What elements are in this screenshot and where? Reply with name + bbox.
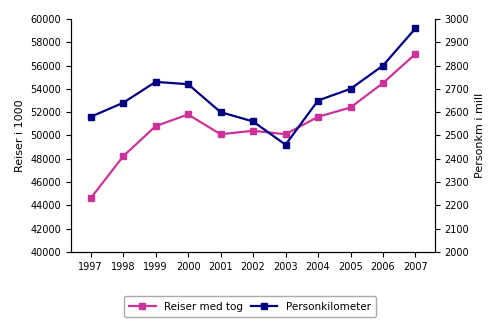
Personkilometer xyxy=(282,143,288,147)
Line: Personkilometer: Personkilometer xyxy=(88,25,418,147)
Reiser med tog xyxy=(348,106,354,109)
Personkilometer xyxy=(250,119,256,123)
Line: Reiser med tog: Reiser med tog xyxy=(88,51,418,201)
Personkilometer xyxy=(152,80,158,84)
Personkilometer xyxy=(218,110,224,114)
Personkilometer xyxy=(348,87,354,91)
Personkilometer xyxy=(315,99,321,102)
Personkilometer xyxy=(380,64,386,68)
Reiser med tog xyxy=(152,124,158,128)
Legend: Reiser med tog, Personkilometer: Reiser med tog, Personkilometer xyxy=(124,296,376,317)
Personkilometer xyxy=(120,101,126,105)
Reiser med tog xyxy=(218,132,224,136)
Personkilometer xyxy=(412,26,418,30)
Reiser med tog xyxy=(250,129,256,133)
Reiser med tog xyxy=(315,115,321,119)
Reiser med tog xyxy=(120,155,126,158)
Reiser med tog xyxy=(412,52,418,56)
Y-axis label: Personkm i mill: Personkm i mill xyxy=(475,93,485,178)
Personkilometer xyxy=(185,82,191,86)
Y-axis label: Reiser i 1000: Reiser i 1000 xyxy=(15,99,25,172)
Personkilometer xyxy=(88,115,94,119)
Reiser med tog xyxy=(185,113,191,117)
Reiser med tog xyxy=(380,81,386,85)
Reiser med tog xyxy=(88,196,94,200)
Reiser med tog xyxy=(282,132,288,136)
